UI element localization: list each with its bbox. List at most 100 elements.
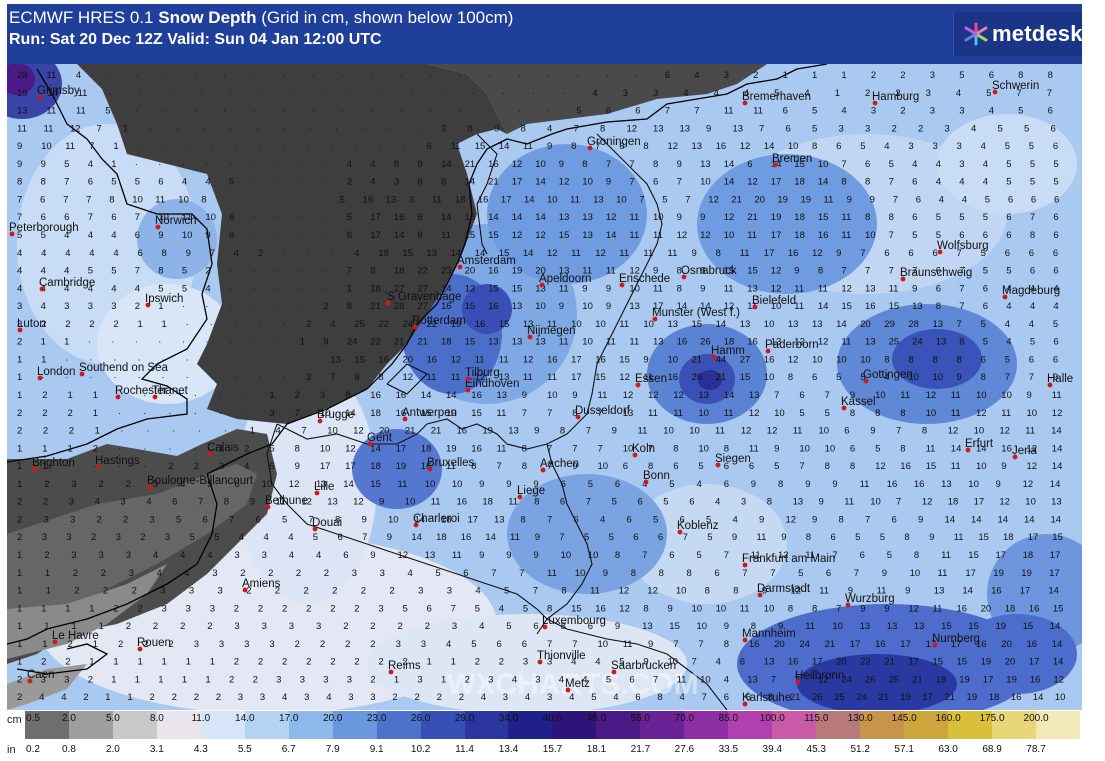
grid-value: 16 — [547, 354, 558, 365]
grid-value: 13 — [698, 390, 709, 401]
grid-dot: · — [282, 354, 285, 365]
snow-depth-map[interactable]: WXCHARTS.COM 28 11 4 · · · · · · · · · · · · · · · · · · · 6 4 3… — [7, 64, 1082, 710]
legend-swatch — [596, 711, 641, 739]
grid-value: 8 — [571, 141, 576, 152]
grid-value: 10 — [865, 230, 876, 241]
grid-value: 5 — [347, 212, 352, 223]
grid-value: 10 — [575, 568, 586, 579]
grid-value: 3 — [116, 532, 121, 543]
grid-value: 10 — [836, 354, 847, 365]
grid-value: 4 — [512, 674, 517, 685]
city-label: Thanet — [152, 385, 189, 397]
grid-value: 19 — [900, 692, 911, 703]
grid-value: 5 — [214, 532, 219, 543]
grid-value: 1 — [68, 443, 73, 454]
grid-value: 19 — [1006, 674, 1017, 685]
grid-value: 2 — [918, 123, 923, 134]
city-marker — [900, 276, 906, 282]
legend-in-value: 39.4 — [762, 744, 783, 755]
grid-value: 9 — [533, 550, 538, 561]
grid-value: 13 — [17, 106, 28, 117]
city-label: Luxembourg — [542, 615, 606, 627]
grid-value: 13 — [668, 319, 679, 330]
grid-value: 5 — [1030, 177, 1035, 188]
grid-value: 22 — [860, 657, 871, 668]
grid-value: 4 — [354, 248, 359, 259]
grid-value: 15 — [403, 248, 414, 259]
grid-value: 6 — [1053, 266, 1058, 277]
grid-value: 15 — [488, 230, 499, 241]
grid-value: 3 — [306, 372, 311, 383]
grid-value: 5 — [998, 123, 1003, 134]
grid-value: 11 — [547, 568, 557, 579]
grid-value: 10 — [588, 550, 599, 561]
grid-value: 12 — [747, 177, 758, 188]
city-label: Dusseldorf — [575, 405, 631, 417]
grid-value: 10 — [698, 443, 709, 454]
grid-value: 13 — [653, 123, 664, 134]
legend-cm-value: 5.0 — [105, 713, 120, 724]
grid-value: 15 — [794, 159, 805, 170]
grid-value: 4 — [1030, 301, 1035, 312]
grid-value: 9 — [1001, 461, 1006, 472]
grid-value: 3 — [418, 586, 423, 597]
grid-dot: · — [300, 159, 303, 170]
grid-value: 4 — [724, 674, 729, 685]
grid-value: 10 — [700, 177, 711, 188]
grid-value: 14 — [724, 390, 735, 401]
grid-value: 10 — [205, 212, 216, 223]
city-marker — [632, 452, 638, 458]
grid-value: 2 — [42, 390, 47, 401]
city-label: London — [37, 366, 75, 378]
grid-value: 4 — [135, 283, 140, 294]
grid-value: 8 — [648, 461, 653, 472]
grid-value: 16 — [1011, 692, 1022, 703]
grid-value: 15 — [957, 657, 968, 668]
grid-value: 2 — [89, 319, 94, 330]
grid-value: 4 — [956, 88, 961, 99]
grid-value: 8 — [657, 692, 662, 703]
grid-value: 4 — [88, 283, 93, 294]
grid-value: 13 — [582, 212, 593, 223]
grid-value: 13 — [535, 337, 546, 348]
grid-value: 16 — [914, 479, 925, 490]
grid-value: 3 — [64, 301, 69, 312]
grid-value: 5 — [591, 692, 596, 703]
grid-value: 2 — [150, 692, 155, 703]
grid-value: 10 — [933, 372, 944, 383]
grid-dot: · — [224, 426, 227, 437]
grid-value: 12 — [999, 497, 1010, 508]
city-label: Douai — [312, 517, 342, 529]
grid-value: 3 — [380, 568, 385, 579]
grid-dot: · — [294, 194, 297, 205]
metdesk-logo[interactable]: metdesk — [953, 12, 1082, 56]
city-label: Norwich — [155, 215, 197, 227]
grid-value: 3 — [547, 657, 552, 668]
grid-value: 6 — [533, 621, 538, 632]
grid-value: 9 — [615, 621, 620, 632]
legend-color-bar — [25, 711, 1080, 739]
city-marker — [841, 405, 847, 411]
grid-value: 2 — [370, 639, 375, 650]
legend-cm-value: 200.0 — [1023, 713, 1049, 724]
grid-value: 2 — [354, 657, 359, 668]
grid-value: 27 — [740, 354, 751, 365]
city-marker — [412, 324, 418, 330]
grid-value: 4 — [642, 479, 647, 490]
grid-value: 5 — [135, 177, 140, 188]
grid-value: 3 — [189, 586, 194, 597]
grid-value: 18 — [989, 692, 1000, 703]
grid-value: 5 — [182, 266, 187, 277]
grid-value: 7 — [957, 248, 962, 259]
grid-value: 19 — [959, 674, 970, 685]
grid-value: 7 — [799, 461, 804, 472]
grid-value: 5 — [981, 248, 986, 259]
grid-value: 15 — [595, 372, 606, 383]
city-label: Caen — [27, 669, 55, 681]
grid-value: 11 — [677, 674, 687, 685]
grid-value: 1 — [99, 621, 104, 632]
grid-value: 7 — [774, 390, 779, 401]
legend-cm-value: 85.0 — [718, 713, 739, 724]
grid-value: 13 — [642, 621, 653, 632]
grid-value: 1 — [95, 426, 100, 437]
